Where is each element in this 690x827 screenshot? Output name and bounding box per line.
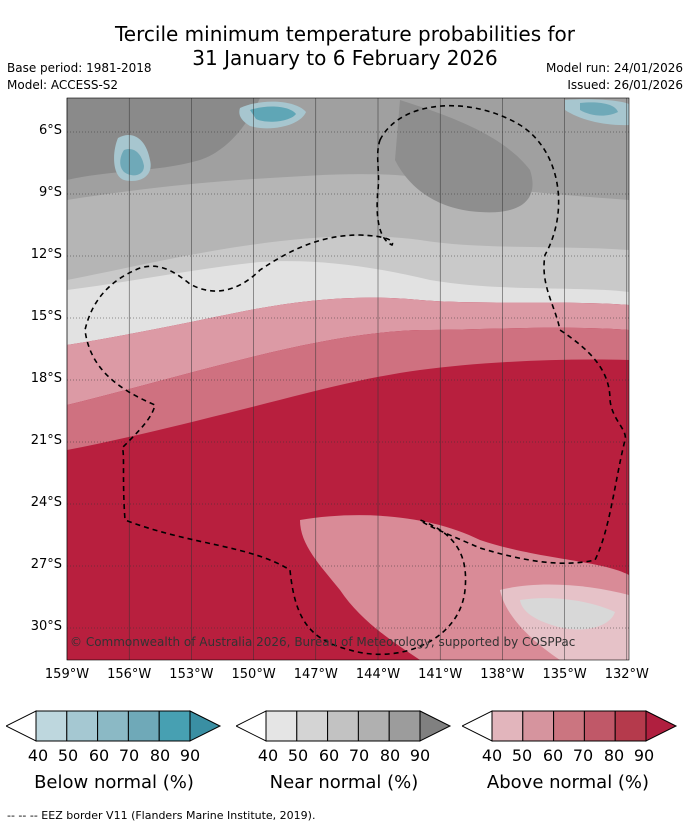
latitude-tick-label: 12°S <box>30 247 62 262</box>
legend-near-tick: 70 <box>348 746 370 765</box>
legend-below-extend-high <box>189 710 222 742</box>
legend-above-tick: 40 <box>481 746 503 765</box>
longitude-tick-label: 138°W <box>480 667 525 682</box>
legend-above-tick: 70 <box>572 746 594 765</box>
legend-above: 40 50 60 70 80 90 Above normal (%) <box>460 710 682 793</box>
legend-near-tick: 60 <box>318 746 340 765</box>
legend-below-swatch <box>127 710 160 742</box>
legend-below-swatch <box>66 710 99 742</box>
longitude-tick-label: 156°W <box>107 667 152 682</box>
legend-near-tick: 90 <box>409 746 431 765</box>
longitude-tick-label: 150°W <box>231 667 276 682</box>
base-period: Base period: 1981-2018 <box>7 61 152 75</box>
latitude-tick-label: 9°S <box>38 185 62 200</box>
longitude-tick-label: 141°W <box>418 667 463 682</box>
eez-border <box>84 104 627 655</box>
legend-below-tick: 70 <box>118 746 140 765</box>
legend-below-tick: 40 <box>27 746 49 765</box>
legend-near-swatch <box>296 710 329 742</box>
legend-below-tick: 90 <box>179 746 201 765</box>
legend-below-tick: 60 <box>88 746 110 765</box>
legend-below-extend-low <box>4 710 37 742</box>
legend-above-tick: 50 <box>511 746 533 765</box>
copyright-notice: © Commonwealth of Australia 2026, Bureau… <box>70 635 576 649</box>
legend-below-label: Below normal (%) <box>34 772 194 793</box>
longitude-tick-label: 147°W <box>293 667 338 682</box>
legend-above-swatch <box>583 710 616 742</box>
near-normal-band-5 <box>395 100 533 213</box>
above-normal-mid <box>67 327 629 450</box>
latitude-tick-label: 21°S <box>30 433 62 448</box>
legend-below-colorbar <box>4 710 222 742</box>
model-run: Model run: 24/01/2026 <box>545 61 683 75</box>
legend-below-tick: 80 <box>149 746 171 765</box>
legend-below-swatch <box>35 710 68 742</box>
legend-above-colorbar <box>460 710 678 742</box>
legend-near-label: Near normal (%) <box>269 772 419 793</box>
below-normal-blob-1-core <box>250 106 296 122</box>
title-line-2: 31 January to 6 February 2026 <box>192 46 498 70</box>
latitude-tick-label: 24°S <box>30 495 62 510</box>
issued-date: Issued: 26/01/2026 <box>567 78 683 92</box>
chart-title: Tercile minimum temperature probabilitie… <box>0 22 690 70</box>
legend-near: 40 50 60 70 80 90 Near normal (%) <box>234 710 456 793</box>
legend-below-swatch <box>158 710 191 742</box>
latitude-tick-label: 15°S <box>30 309 62 324</box>
legend-above-extend-high <box>645 710 678 742</box>
legend-above-tick: 80 <box>603 746 625 765</box>
latitude-tick-label: 30°S <box>30 619 62 634</box>
model-name: Model: ACCESS-S2 <box>7 78 119 92</box>
latitude-tick-label: 6°S <box>38 123 62 138</box>
legend-below-tick: 50 <box>57 746 79 765</box>
title-line-1: Tercile minimum temperature probabilitie… <box>114 22 576 46</box>
longitude-tick-label: 153°W <box>169 667 214 682</box>
legend-above-tick: 60 <box>542 746 564 765</box>
longitude-tick-label: 159°W <box>44 667 90 682</box>
longitude-tick-label: 132°W <box>604 667 649 682</box>
legend-near-tick: 40 <box>257 746 279 765</box>
map-frame <box>66 97 630 661</box>
map-fill <box>67 98 629 660</box>
meta-left: Base period: 1981-2018 Model: ACCESS-S2 <box>7 60 152 94</box>
below-normal-blob-3-core <box>580 102 618 116</box>
above-normal-light <box>67 297 629 405</box>
legend-near-colorbar <box>234 710 452 742</box>
legend-below: 40 50 60 70 80 90 Below normal (%) <box>4 710 226 793</box>
eez-footnote: -- -- -- EEZ border V11 (Flanders Marine… <box>7 809 316 822</box>
legend-above-extend-low <box>460 710 493 742</box>
probability-map <box>66 97 630 661</box>
longitude-tick-label: 144°W <box>355 667 401 682</box>
legend-near-swatch <box>388 710 421 742</box>
below-normal-blob-2-core <box>120 148 144 176</box>
legend-near-tick: 50 <box>287 746 309 765</box>
latitude-tick-label: 18°S <box>30 371 62 386</box>
legend-near-swatch <box>327 710 359 742</box>
latitude-tick-label: 27°S <box>30 557 62 572</box>
legend-above-label: Above normal (%) <box>486 772 650 793</box>
legend-below-swatch <box>97 710 129 742</box>
legend-near-swatch <box>357 710 390 742</box>
legend-above-swatch <box>522 710 555 742</box>
legend-near-swatch <box>265 710 298 742</box>
near-normal-patch <box>520 598 615 630</box>
longitude-tick-label: 135°W <box>542 667 587 682</box>
legend-above-tick: 90 <box>633 746 655 765</box>
legend-above-swatch <box>491 710 524 742</box>
legend-near-extend-low <box>234 710 267 742</box>
meta-right: Model run: 24/01/2026 Issued: 26/01/2026 <box>546 60 683 94</box>
near-normal-light <box>67 261 629 345</box>
legend-near-extend-high <box>419 710 452 742</box>
legend-near-tick: 80 <box>379 746 401 765</box>
legend-above-swatch <box>614 710 647 742</box>
legend-above-swatch <box>553 710 585 742</box>
